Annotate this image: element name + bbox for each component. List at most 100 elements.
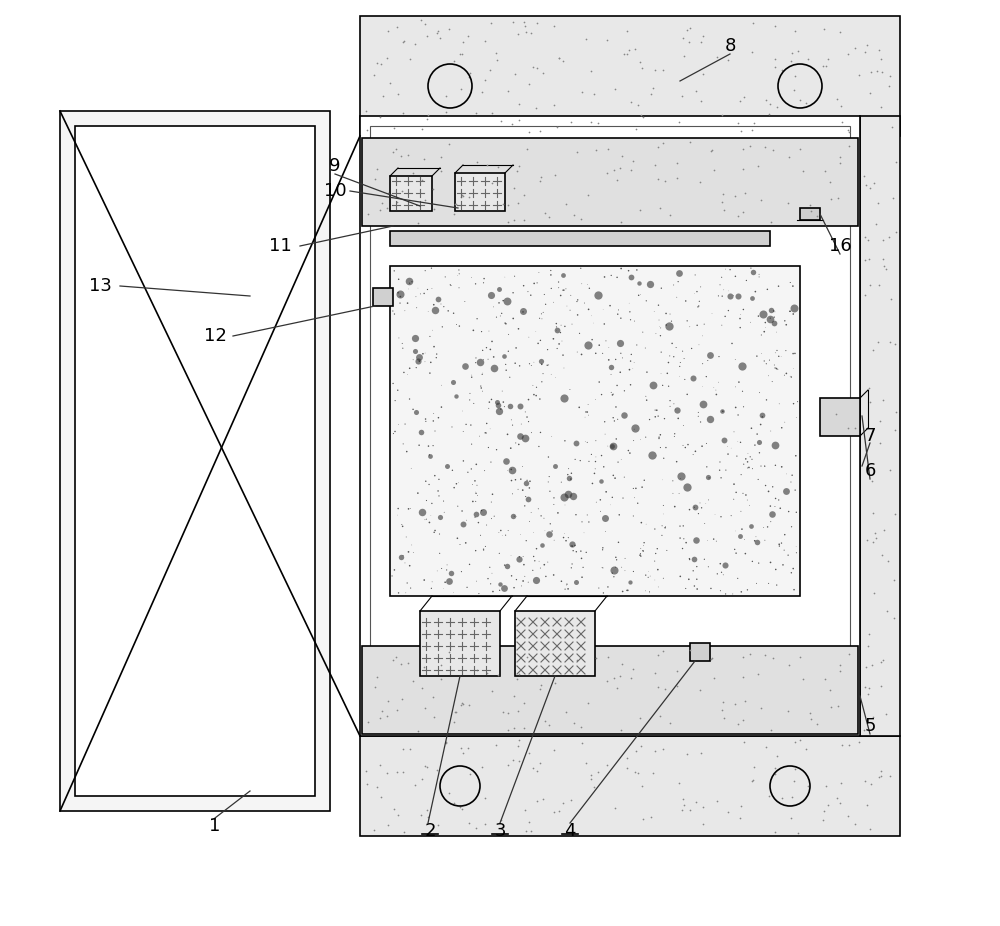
- Point: [696, 317, 712, 332]
- Point: [526, 549, 542, 564]
- Point: [698, 436, 714, 451]
- Point: [746, 759, 762, 774]
- Text: 10: 10: [324, 182, 346, 200]
- Point: [481, 401, 497, 416]
- Point: [556, 531, 572, 545]
- Point: [583, 447, 599, 462]
- Point: [565, 544, 581, 558]
- Point: [860, 639, 876, 654]
- Point: [622, 305, 638, 319]
- Point: [788, 539, 804, 554]
- Point: [578, 31, 594, 46]
- Point: [632, 432, 648, 447]
- Point: [833, 98, 849, 113]
- Point: [423, 581, 439, 595]
- Point: [562, 382, 578, 397]
- Point: [520, 284, 536, 299]
- Point: [766, 304, 782, 319]
- Point: [737, 546, 753, 561]
- Point: [568, 544, 584, 559]
- Bar: [60, 111, 330, 811]
- Point: [616, 469, 632, 484]
- Point: [771, 279, 787, 294]
- Point: [430, 24, 446, 39]
- Point: [506, 689, 522, 704]
- Point: [547, 167, 563, 181]
- Point: [545, 332, 561, 346]
- Point: [521, 481, 537, 495]
- Point: [511, 159, 527, 174]
- Point: [732, 94, 748, 108]
- Point: [474, 84, 490, 99]
- Point: [671, 775, 687, 790]
- Point: [637, 583, 653, 598]
- Point: [484, 566, 500, 581]
- Point: [495, 294, 511, 308]
- Point: [762, 311, 778, 326]
- Point: [685, 370, 701, 385]
- Point: [516, 695, 532, 710]
- Point: [657, 174, 673, 189]
- Point: [695, 396, 711, 411]
- Point: [666, 278, 682, 293]
- Point: [464, 369, 480, 384]
- Point: [626, 433, 642, 448]
- Point: [504, 117, 520, 131]
- Point: [588, 433, 604, 448]
- Point: [562, 303, 578, 318]
- Point: [509, 671, 525, 686]
- Point: [462, 65, 478, 80]
- Point: [630, 766, 646, 781]
- Point: [681, 35, 697, 50]
- Point: [744, 123, 760, 138]
- Point: [372, 710, 388, 725]
- Point: [774, 420, 790, 435]
- Point: [693, 94, 709, 108]
- Point: [654, 519, 670, 533]
- Point: [841, 646, 857, 661]
- Point: [634, 60, 650, 75]
- Point: [776, 368, 792, 382]
- Point: [541, 209, 557, 224]
- Point: [546, 98, 562, 113]
- Point: [414, 121, 430, 136]
- Point: [578, 756, 594, 770]
- Point: [574, 347, 590, 362]
- Point: [551, 803, 567, 818]
- Point: [448, 196, 464, 211]
- Point: [379, 200, 395, 215]
- Point: [535, 367, 551, 382]
- Point: [543, 263, 559, 278]
- Point: [702, 412, 718, 427]
- Point: [535, 305, 551, 319]
- Point: [673, 469, 689, 483]
- Point: [494, 306, 510, 320]
- Point: [882, 69, 898, 83]
- Bar: [373, 288, 393, 306]
- Point: [688, 532, 704, 547]
- Point: [440, 304, 456, 319]
- Point: [696, 552, 712, 567]
- Point: [657, 682, 673, 696]
- Point: [588, 393, 604, 407]
- Point: [407, 344, 423, 358]
- Point: [865, 710, 881, 725]
- Point: [433, 149, 449, 164]
- Point: [486, 361, 502, 376]
- Point: [571, 400, 587, 415]
- Point: [685, 563, 701, 578]
- Point: [714, 194, 730, 209]
- Point: [534, 538, 550, 553]
- Point: [763, 302, 779, 317]
- Point: [677, 372, 693, 387]
- Point: [870, 335, 886, 350]
- Point: [358, 763, 374, 778]
- Point: [888, 155, 904, 169]
- Point: [529, 16, 545, 31]
- Point: [743, 519, 759, 533]
- Point: [467, 510, 483, 525]
- Point: [405, 545, 421, 560]
- Point: [366, 822, 382, 837]
- Point: [653, 427, 669, 442]
- Point: [460, 465, 476, 480]
